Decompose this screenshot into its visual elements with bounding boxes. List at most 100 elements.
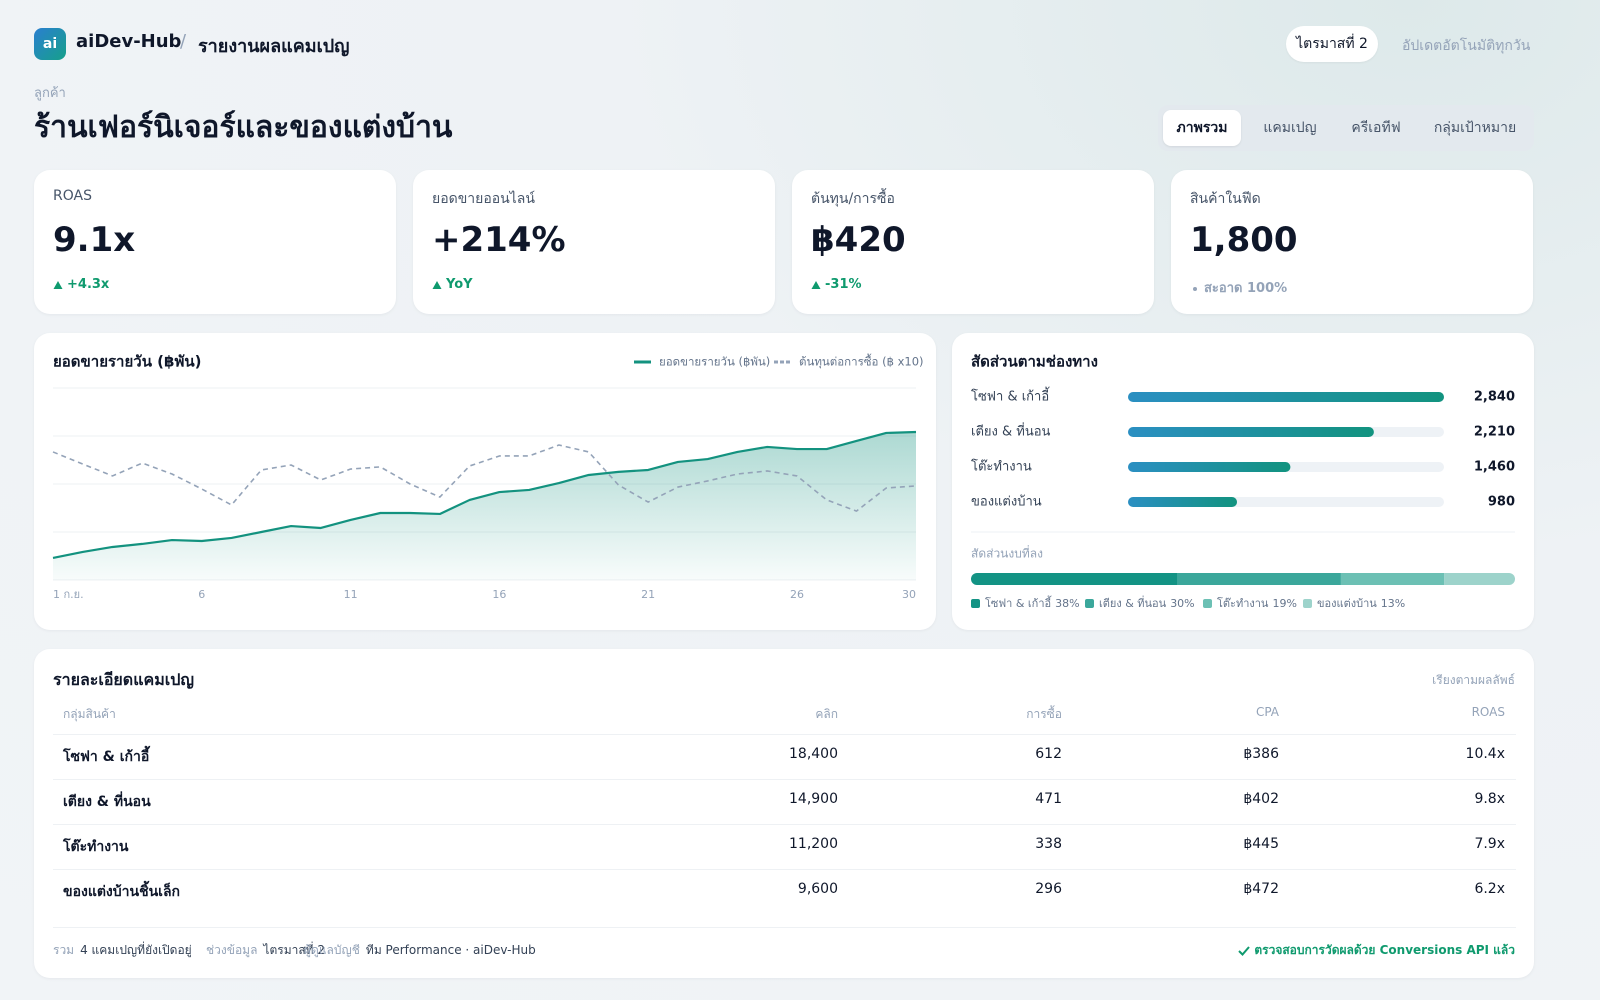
- kpi-label: สินค้าในฟีด: [1190, 191, 1261, 207]
- sales-chart-card: ยอดขายรายวัน (฿พัน) 1 ก.ย. 6 11 16 21 26 30 ยอดข…: [34, 333, 936, 630]
- kpi-delta: สะอาด 100%: [1190, 277, 1287, 298]
- legend-item: โต๊ะทำงาน 19%: [1217, 596, 1297, 610]
- sort-label[interactable]: เรียงตามผลลัพธ์: [1432, 673, 1515, 687]
- trend-icon: [811, 280, 821, 289]
- kpi-card: ยอดขายออนไลน์ +214% YoY: [413, 170, 775, 314]
- trend-icon: [1193, 286, 1197, 291]
- table-cell: โต๊ะทำงาน: [63, 839, 129, 855]
- footer-label: รวม: [53, 943, 75, 957]
- up-arrow: [53, 280, 63, 289]
- x-tick-label: 30: [902, 588, 916, 601]
- chart-title: ยอดขายรายวัน (฿พัน): [53, 353, 201, 371]
- footer-item: ผู้ดูแลบัญชี ทีม Performance · aiDev-Hub: [304, 941, 536, 960]
- kpi-value: 1,800: [1190, 220, 1298, 260]
- kpi-delta: YoY: [432, 277, 473, 292]
- legend-value: 38%: [1055, 597, 1079, 610]
- campaign-table-card: รายละเอียดแคมเปญ เรียงตามผลลัพธ์ ตรวจสอบ…: [34, 649, 1534, 978]
- table-cell: 18,400: [789, 746, 838, 762]
- chart-title: สัดส่วนตามช่องทาง: [971, 353, 1098, 371]
- x-tick-label: 16: [492, 588, 506, 601]
- breadcrumb-separator: /: [180, 31, 187, 52]
- footer-item: รวม 4 แคมเปญที่ยังเปิดอยู่: [53, 941, 192, 960]
- row-divider: [53, 734, 1516, 735]
- footer-item: ช่วงข้อมูล ไตรมาสที่ 2: [206, 941, 325, 960]
- legend-name: ของแต่งบ้าน: [1317, 597, 1377, 610]
- bar-value: 2,210: [1474, 425, 1515, 440]
- x-tick-label: 11: [344, 588, 358, 601]
- bar-label: ของแต่งบ้าน: [971, 495, 1042, 510]
- kpi-delta-text: YoY: [446, 277, 473, 292]
- area-fill: [53, 431, 916, 580]
- table-cell: ฿445: [1243, 836, 1279, 852]
- legend-swatch: [971, 599, 980, 608]
- chart-title: สัดส่วนงบที่ลง: [971, 545, 1043, 561]
- x-tick-label: 21: [641, 588, 655, 601]
- table-cell: 10.4x: [1465, 746, 1505, 762]
- update-note: อัปเดตอัตโนมัติทุกวัน: [1402, 38, 1531, 54]
- tab[interactable]: กลุ่มเป้าหมาย: [1433, 120, 1517, 136]
- kpi-label: ROAS: [53, 188, 92, 204]
- bar-value: 2,840: [1474, 390, 1515, 405]
- kpi-value: 9.1x: [53, 220, 136, 260]
- legend-name: โต๊ะทำงาน: [1217, 596, 1269, 610]
- verified-text: ตรวจสอบการวัดผลด้วย Conversions API แล้ว: [1254, 943, 1515, 957]
- table-cell: 296: [1035, 881, 1062, 897]
- line: [52, 430, 917, 559]
- table-cell: ของแต่งบ้านชิ้นเล็ก: [63, 884, 180, 900]
- kpi-card: ต้นทุน/การซื้อ฿420 -31%: [792, 170, 1154, 314]
- bar: [1128, 462, 1291, 472]
- kpi-delta: -31%: [811, 277, 862, 292]
- brand: aiDev-Hub: [76, 31, 182, 52]
- column-header: การซื้อ: [1026, 707, 1062, 721]
- kpi-label: ต้นทุน/การซื้อ: [811, 191, 895, 207]
- table-cell: ฿386: [1243, 746, 1279, 762]
- table-cell: 338: [1035, 836, 1062, 852]
- kpi-card: สินค้าในฟีด 1,800 สะอาด 100%: [1171, 170, 1533, 314]
- trend-icon: [432, 280, 442, 289]
- legend-value: 30%: [1170, 597, 1194, 610]
- stack-segment: [1340, 573, 1445, 585]
- table-title: รายละเอียดแคมเปญ: [53, 670, 195, 689]
- tab[interactable]: ภาพรวม: [1163, 110, 1241, 146]
- kpi-delta-text: สะอาด 100%: [1204, 281, 1288, 296]
- kpi-delta-text: +4.3x: [67, 277, 110, 292]
- column-header: CPA: [1255, 705, 1279, 719]
- bar: [1128, 427, 1374, 437]
- footer-value: ทีม Performance · aiDev-Hub: [365, 943, 536, 957]
- stack-segment: [971, 573, 1178, 585]
- tab[interactable]: ครีเอทีฟ: [1351, 120, 1401, 136]
- table-cell: เตียง & ที่นอน: [63, 794, 151, 810]
- kpi-value: ฿420: [811, 220, 906, 260]
- legend-name: โซฟา & เก้าอี้: [985, 595, 1052, 610]
- page-title: รายงานผลแคมเปญ: [198, 36, 350, 57]
- period-pill[interactable]: ไตรมาสที่ 2: [1286, 26, 1378, 62]
- bar: [1128, 497, 1238, 507]
- bar-label: โซฟา & เก้าอี้: [971, 387, 1050, 405]
- tab[interactable]: แคมเปญ: [1263, 120, 1317, 136]
- table-cell: ฿472: [1243, 881, 1279, 897]
- x-tick-label: 1 ก.ย.: [53, 588, 84, 601]
- verified-note: ตรวจสอบการวัดผลด้วย Conversions API แล้ว: [1238, 941, 1515, 960]
- channel-card: สัดส่วนตามช่องทางโซฟา & เก้าอี้ 2,840 เตีย…: [952, 333, 1534, 630]
- footer-value: ไตรมาสที่ 2: [263, 943, 326, 957]
- table-cell: 9.8x: [1474, 791, 1505, 807]
- legend-name: เตียง & ที่นอน: [1099, 595, 1167, 610]
- table-cell: 11,200: [789, 836, 838, 852]
- table-cell: 14,900: [789, 791, 838, 807]
- dot: [1193, 286, 1197, 291]
- trend-icon: [53, 280, 63, 289]
- legend-swatch: [1303, 599, 1312, 608]
- column-header: กลุ่มสินค้า: [63, 707, 116, 721]
- stack-segment: [1177, 573, 1341, 585]
- table-cell: 471: [1035, 791, 1062, 807]
- up-arrow: [432, 280, 442, 289]
- legend-value: 13%: [1381, 597, 1405, 610]
- bar-value: 1,460: [1474, 460, 1515, 475]
- row-divider: [53, 824, 1516, 825]
- legend-item: ของแต่งบ้าน 13%: [1317, 597, 1405, 610]
- legend-swatch: [1085, 599, 1094, 608]
- table-cell: 6.2x: [1474, 881, 1505, 897]
- client-name: ร้านเฟอร์นิเจอร์และของแต่งบ้าน: [34, 110, 453, 145]
